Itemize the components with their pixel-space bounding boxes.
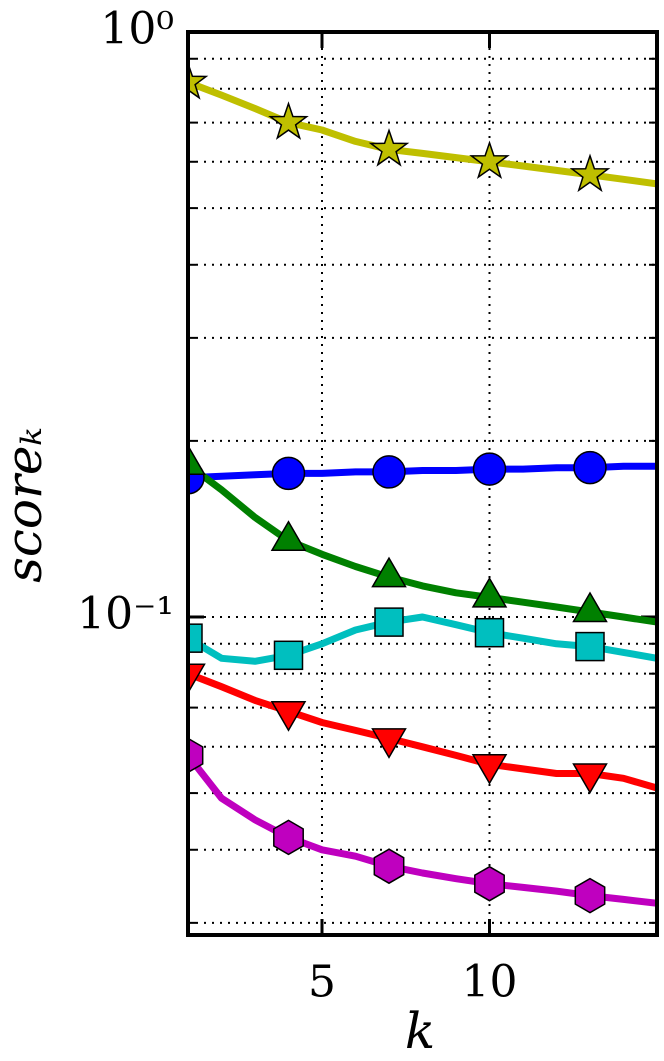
marker-hexagon: [574, 877, 606, 914]
marker-square: [374, 607, 404, 637]
marker-hexagon: [273, 819, 304, 856]
marker-square: [575, 631, 605, 662]
marker-square: [474, 617, 505, 648]
marker-triangle-down: [188, 663, 206, 695]
plot-frame: [186, 30, 659, 937]
marker-circle: [372, 455, 406, 489]
marker-triangle-down: [471, 754, 508, 785]
marker-star: [469, 140, 510, 179]
marker-circle: [573, 450, 607, 485]
marker-star: [368, 128, 410, 167]
x-tick-label: 5: [308, 957, 336, 1008]
y-tick-label: 10⁻¹: [77, 588, 174, 639]
marker-triangle-down: [572, 763, 608, 794]
plot-area: [188, 61, 657, 914]
marker-square: [273, 640, 304, 671]
marker-star: [569, 153, 611, 193]
x-tick-label: 10: [462, 957, 518, 1008]
marker-triangle: [371, 556, 407, 588]
marker-triangle: [188, 444, 206, 476]
marker-hexagon: [474, 865, 505, 902]
x-axis-label: k: [405, 1002, 435, 1060]
marker-triangle-down: [371, 728, 407, 759]
marker-circle: [472, 452, 507, 486]
marker-star: [268, 101, 309, 140]
marker-square: [188, 623, 203, 653]
marker-circle: [271, 456, 306, 491]
marker-hexagon: [188, 737, 204, 774]
marker-triangle-down: [270, 701, 307, 732]
marker-triangle: [572, 591, 608, 623]
y-tick-label: 10⁰: [100, 4, 174, 55]
y-axis-label: scoreₖ: [0, 427, 53, 583]
marker-star: [188, 61, 209, 100]
series-line: [188, 461, 657, 626]
marker-triangle: [270, 520, 307, 551]
marker-triangle: [471, 576, 508, 608]
marker-hexagon: [373, 848, 405, 885]
